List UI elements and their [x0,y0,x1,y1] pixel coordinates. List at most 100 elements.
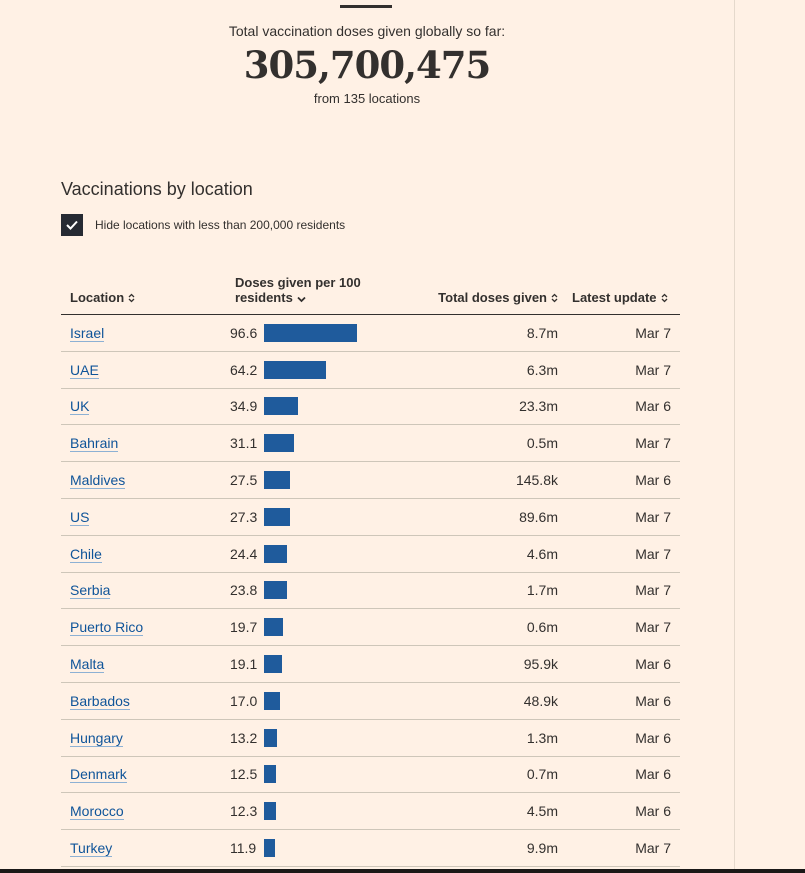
cell-total-doses: 8.7m [526,324,558,341]
cell-doses-per-100: 12.5 [230,756,418,793]
content-edge [734,0,735,869]
doses-per-100-value: 11.9 [230,840,257,857]
location-link[interactable]: Chile [70,545,102,563]
header-total-doses[interactable]: Total doses given [418,266,571,315]
cell-latest-update: Mar 7 [635,508,671,525]
doses-per-100-value: 27.5 [230,472,258,489]
cell-location: Turkey [61,830,235,867]
bottom-bar [0,869,805,873]
cell-total-doses: 0.7m [526,766,558,783]
cell-location: Bahrain [61,425,235,462]
location-link[interactable]: UAE [70,361,99,379]
header-location[interactable]: Location [61,266,235,315]
table-row: Bahrain 31.1 0.5m Mar 7 [61,425,680,462]
cell-total-doses: 4.5m [526,803,558,820]
cell-doses-per-100: 27.5 [230,462,418,499]
cell-total-doses: 1.7m [526,582,558,599]
cell-latest-update: Mar 7 [635,324,671,341]
location-link[interactable]: Israel [70,324,105,342]
doses-bar [264,691,281,710]
location-link[interactable]: US [70,508,90,526]
cell-location: Malta [61,646,235,683]
location-link[interactable]: Malta [70,656,105,674]
header-total-label: Total doses given [438,289,547,305]
summary-block: Total vaccination doses given globally s… [0,20,734,109]
cell-total-doses: 6.3m [526,361,558,378]
header-doses-line1: Doses given per 100 [235,274,361,290]
location-link[interactable]: Barbados [70,692,130,710]
location-link[interactable]: Morocco [70,803,124,821]
header-location-label: Location [70,289,125,305]
cell-doses-per-100: 19.7 [230,609,418,646]
cell-location: UK [61,388,235,425]
doses-bar [264,544,288,563]
sort-icon [128,291,135,306]
table-row: Barbados 17.0 48.9k Mar 6 [61,682,680,720]
cell-latest-update: Mar 6 [635,398,671,415]
doses-per-100-value: 34.9 [230,398,258,415]
cell-latest-update: Mar 7 [635,619,671,636]
cell-doses-per-100: 96.6 [230,315,418,352]
table-body: Israel 96.6 8.7m Mar 7 UAE 64.2 6.3m Mar 7 UK 34.… [61,315,680,867]
cell-location: Barbados [61,682,235,719]
cell-latest-update: Mar 6 [635,766,671,783]
doses-per-100-value: 31.1 [230,435,258,452]
doses-bar [264,618,283,637]
table-row: Morocco 12.3 4.5m Mar 6 [61,793,680,830]
cell-total-doses: 4.6m [526,545,558,562]
cell-location: Puerto Rico [61,609,235,646]
sort-icon [661,291,668,306]
cell-total-doses: 23.3m [519,398,558,415]
cell-latest-update: Mar 6 [635,803,671,820]
location-link[interactable]: Bahrain [70,435,119,453]
cell-location: Chile [61,535,235,572]
cell-latest-update: Mar 7 [635,582,671,599]
doses-bar [264,765,277,784]
hide-small-locations-checkbox[interactable] [61,213,83,236]
sort-icon [551,291,558,306]
cell-location: Israel [61,315,235,352]
location-link[interactable]: Puerto Rico [70,619,144,637]
table-row: Maldives 27.5 145.8k Mar 6 [61,462,680,499]
doses-bar [264,581,287,600]
cell-total-doses: 0.6m [526,619,558,636]
cell-location: US [61,498,235,535]
table-row: UK 34.9 23.3m Mar 6 [61,388,680,425]
cell-latest-update: Mar 6 [635,729,671,746]
location-link[interactable]: UK [70,398,90,416]
table-row: Serbia 23.8 1.7m Mar 7 [61,572,680,609]
location-link[interactable]: Turkey [70,840,113,858]
vaccination-table: Location Doses given per 100 residents T… [61,266,680,867]
location-link[interactable]: Serbia [70,582,111,600]
doses-bar [264,360,326,379]
cell-latest-update: Mar 7 [635,545,671,562]
header-doses-per-100[interactable]: Doses given per 100 residents [235,266,418,315]
doses-bar [264,728,277,747]
doses-per-100-value: 27.3 [230,508,258,525]
cell-total-doses: 145.8k [515,472,558,489]
doses-per-100-value: 13.2 [230,729,258,746]
cell-latest-update: Mar 6 [635,656,671,673]
doses-bar [264,839,276,858]
doses-per-100-value: 19.1 [230,656,258,673]
doses-per-100-value: 64.2 [230,361,258,378]
doses-bar [264,323,357,342]
cell-doses-per-100: 27.3 [230,498,418,535]
table-row: Puerto Rico 19.7 0.6m Mar 7 [61,609,680,646]
table-row: Denmark 12.5 0.7m Mar 6 [61,756,680,793]
cell-doses-per-100: 17.0 [230,682,418,719]
cell-total-doses: 95.9k [523,656,558,673]
cell-total-doses: 48.9k [523,692,558,709]
cell-latest-update: Mar 7 [635,361,671,378]
total-doses-number: 305,700,475 [243,43,491,87]
cell-doses-per-100: 13.2 [230,719,418,756]
filter-row: Hide locations with less than 200,000 re… [61,213,345,236]
location-link[interactable]: Denmark [70,766,127,784]
table-row: UAE 64.2 6.3m Mar 7 [61,351,680,389]
location-link[interactable]: Hungary [70,729,123,747]
header-latest-update[interactable]: Latest update [571,266,680,315]
filter-label: Hide locations with less than 200,000 re… [95,217,346,232]
location-link[interactable]: Maldives [70,472,126,490]
cell-latest-update: Mar 6 [635,472,671,489]
cell-doses-per-100: 31.1 [230,425,418,462]
